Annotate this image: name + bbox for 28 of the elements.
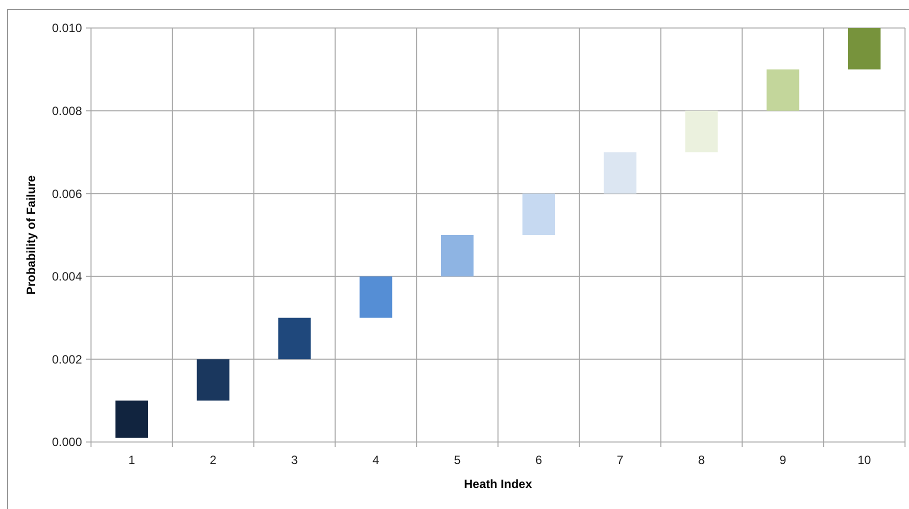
y-tick-label: 0.004 xyxy=(52,270,82,284)
bar xyxy=(604,152,636,194)
bar xyxy=(766,69,800,111)
bar xyxy=(441,235,474,276)
bar xyxy=(848,28,881,70)
y-tick-label: 0.006 xyxy=(52,186,82,201)
y-tick-label: 0.002 xyxy=(52,352,82,366)
bar xyxy=(196,359,230,401)
x-tick-label: 7 xyxy=(616,453,624,467)
x-tick-label: 8 xyxy=(698,453,706,467)
x-tick-label: 4 xyxy=(372,453,380,467)
bar xyxy=(522,194,555,235)
y-axis-title: Probability of Failure xyxy=(24,175,38,295)
y-tick-label: 0.000 xyxy=(52,435,82,450)
x-tick-label: 3 xyxy=(291,453,298,467)
bar xyxy=(360,276,392,318)
bar xyxy=(115,400,148,438)
x-axis-title: Heath Index xyxy=(464,477,532,491)
x-tick-label: 5 xyxy=(454,453,461,467)
x-tick-label: 10 xyxy=(858,453,872,467)
x-tick-label: 2 xyxy=(210,453,217,467)
y-tick-label: 0.008 xyxy=(52,104,82,118)
y-tick-label: 0.010 xyxy=(52,21,82,36)
bar xyxy=(278,318,311,360)
x-tick-label: 9 xyxy=(780,453,787,467)
x-tick-label: 6 xyxy=(535,453,542,467)
bar xyxy=(685,110,718,152)
x-tick-label: 1 xyxy=(128,453,136,467)
